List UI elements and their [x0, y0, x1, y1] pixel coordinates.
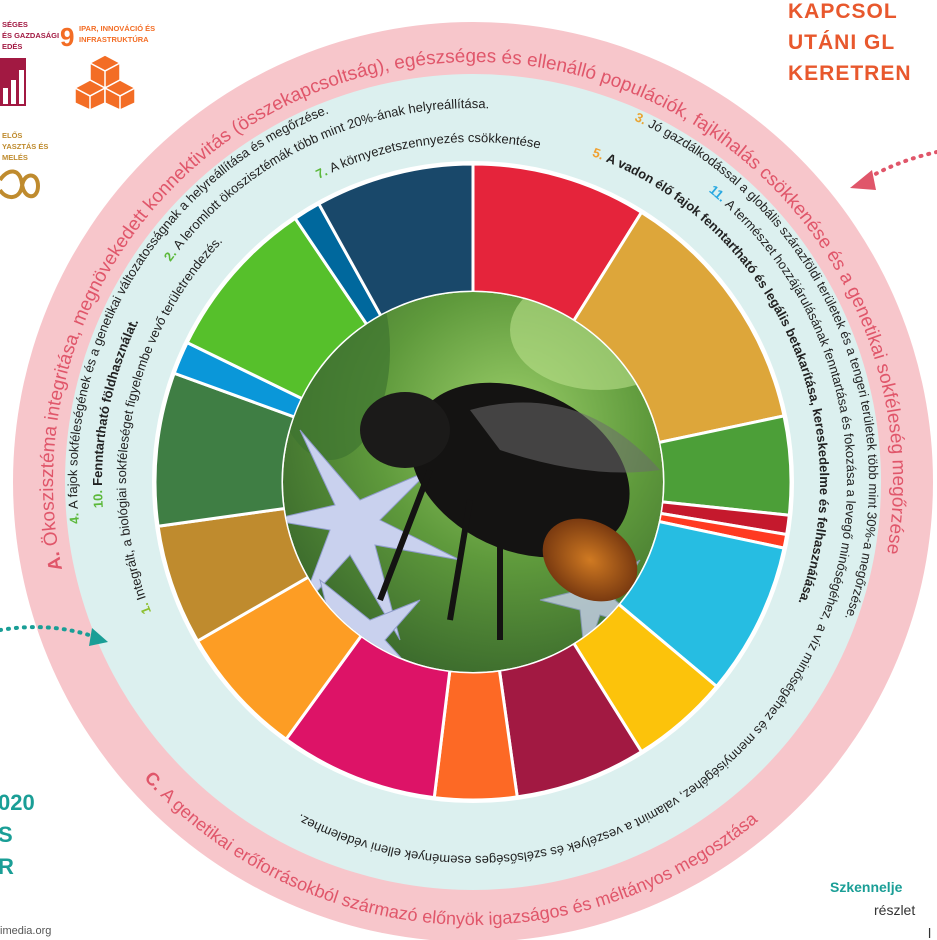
heading-line: KAPCSOL — [788, 0, 898, 23]
sdg8-icon — [0, 58, 26, 106]
pink-dotted-arrow — [868, 152, 937, 178]
pink-arrowhead — [850, 170, 876, 190]
scan-title: Szkennelje — [830, 879, 903, 895]
sdg-icons: SÉGES ÉS GAZDASÁGI EDÉS 9 IPAR, INNOVÁCI… — [0, 0, 155, 197]
sdg8-bar — [3, 88, 8, 104]
sdg8-bar — [11, 80, 16, 104]
sdg9-number: 9 — [60, 22, 74, 52]
sdg8-line: SÉGES — [2, 20, 28, 29]
scan-hint: Szkennelje részlet l — [830, 879, 931, 940]
heading-fragment: KAPCSOL UTÁNI GL KERETREN — [788, 0, 912, 85]
sdg8-line: ÉS GAZDASÁGI — [2, 31, 59, 40]
left-heading-fragment: 020 S R imedia.org — [0, 790, 51, 937]
left-heading-line: S — [0, 822, 13, 847]
sdg12-line: ELŐS — [2, 131, 22, 140]
page: { "corner": { "sdg8": ["SÉGES", "ÉS GAZD… — [0, 0, 937, 940]
sdg12-line: MELÉS — [2, 153, 28, 162]
source-text: imedia.org — [0, 925, 51, 937]
goal-number: 10. — [90, 490, 106, 509]
sdg12-infinity — [0, 171, 38, 197]
scan-line: részlet — [874, 902, 915, 918]
sdg12-line: YASZTÁS ÉS — [2, 142, 48, 151]
sdg8-bar — [19, 70, 24, 104]
heading-line: UTÁNI GL — [788, 31, 895, 54]
bee-head — [360, 392, 450, 468]
goal-number: 4. — [66, 512, 82, 524]
sdg9-cubes — [75, 55, 135, 110]
scan-line: l — [928, 925, 931, 940]
ring-letter: A. — [43, 550, 67, 572]
wheel-canvas: A.Ökoszisztéma integritása, megnövekedet… — [0, 0, 937, 940]
sdg9-line: INFRASTRUKTÚRA — [79, 35, 149, 44]
left-heading-line: 020 — [0, 790, 35, 815]
heading-line: KERETREN — [788, 62, 912, 85]
left-heading-line: R — [0, 854, 14, 879]
sdg8-line: EDÉS — [2, 42, 22, 51]
sdg9-line: IPAR, INNOVÁCIÓ ÉS — [79, 24, 155, 33]
